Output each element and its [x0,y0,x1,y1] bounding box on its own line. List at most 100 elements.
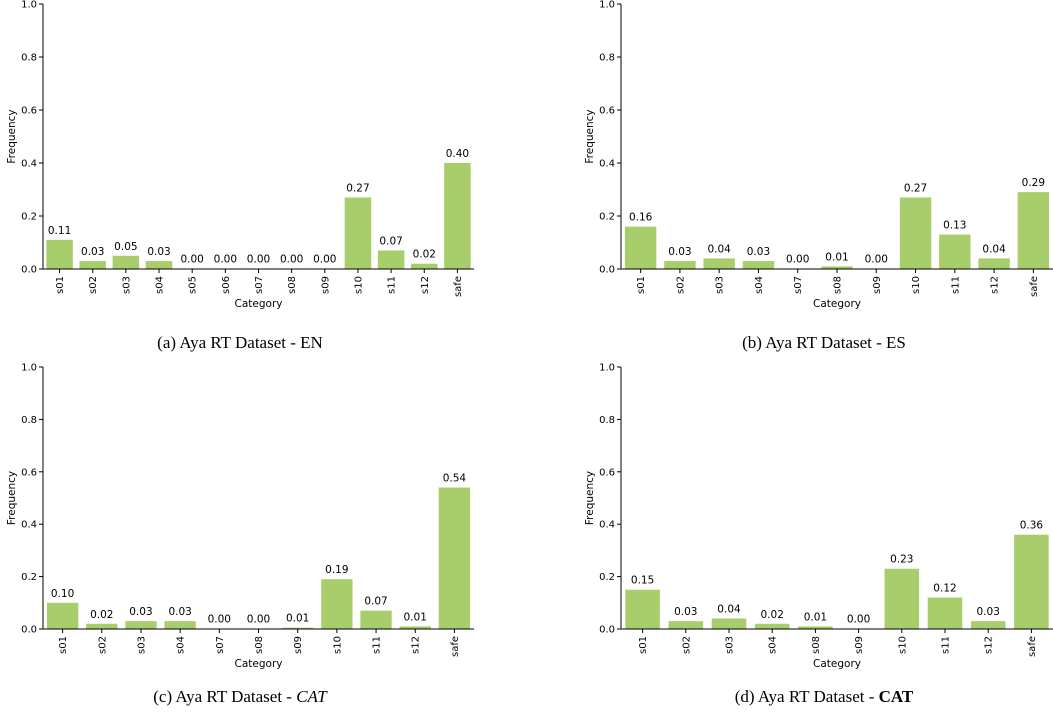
x-tick-label-s02: s02 [88,276,99,294]
x-tick-label-s01: s01 [638,636,649,654]
bar-s12 [978,258,1010,269]
bar-value-label-s11: 0.13 [943,220,966,232]
x-tick-label-s03: s03 [725,636,736,654]
x-tick-label-s08: s08 [833,276,844,294]
x-tick-label-s04: s04 [176,636,187,654]
bar-s10 [321,579,353,629]
bar-s04 [164,621,196,629]
bar-s10 [884,568,920,629]
bar-s03 [711,618,747,629]
x-tick-label-safe: safe [453,276,464,297]
panel-caption: (b) Aya RT Dataset - ES [742,333,906,352]
x-tick-label-s09: s09 [293,636,304,654]
y-tick-label: 0.2 [599,212,615,223]
panel-a: 0.11 s01 0.03 s02 0.05 s03 0.03 s04 0.00 s05 0.00 s… [6,0,474,352]
x-tick-label-s11: s11 [950,276,961,294]
bar-s03 [112,255,140,269]
y-axis-label: Frequency [6,471,18,525]
bar-value-label-s09: 0.01 [286,613,309,625]
x-tick-label-s01: s01 [55,276,66,294]
bar-value-label-s02: 0.02 [90,609,113,621]
bar-value-label-s11: 0.07 [364,596,387,608]
y-tick-label: 0.0 [599,265,615,276]
x-tick-label-s03: s03 [715,276,726,294]
y-tick-label: 0.6 [599,106,615,117]
bar-s09 [282,627,314,629]
panel-caption: (c) Aya RT Dataset - CAT [153,687,328,706]
bar-s11 [377,250,405,269]
y-tick-label: 0.4 [21,159,37,170]
x-tick-label-safe: safe [1029,276,1040,297]
x-tick-label-s12: s12 [420,276,431,294]
y-tick-label: 0.6 [21,106,37,117]
x-tick-label-s10: s10 [332,636,343,654]
x-tick-label-s09: s09 [872,276,883,294]
y-axis-label: Frequency [584,109,596,163]
bar-value-label-s07: 0.00 [786,253,809,265]
y-tick-label: 0.8 [599,415,615,426]
y-tick-label: 1.0 [21,363,37,374]
x-axis-label: Category [235,298,283,310]
x-tick-label-s05: s05 [188,276,199,294]
bar-value-label-s04: 0.03 [168,606,191,618]
x-tick-label-s02: s02 [97,636,108,654]
bar-value-label-s06: 0.00 [214,253,237,265]
y-tick-label: 0.2 [599,572,615,583]
y-tick-label: 0.8 [599,53,615,64]
bar-s11 [360,610,392,629]
x-tick-label-s03: s03 [121,276,132,294]
bar-value-label-s04: 0.03 [747,246,770,258]
bar-value-label-s02: 0.03 [668,246,691,258]
bar-value-label-s03: 0.05 [114,241,137,253]
bar-safe [1017,192,1050,269]
bar-value-label-s08: 0.00 [280,253,303,265]
panel-c: 0.10 s01 0.02 s02 0.03 s03 0.03 s04 0.00 s07 0.00 s… [6,363,474,706]
y-tick-label: 0.8 [21,415,37,426]
bar-s03 [125,621,157,629]
y-tick-label: 0.4 [21,520,37,531]
bar-value-label-s11: 0.12 [933,583,956,595]
panel-caption: (a) Aya RT Dataset - EN [157,333,323,352]
bar-s02 [79,261,106,269]
bar-s12 [970,621,1006,629]
bar-value-label-s02: 0.03 [81,246,104,258]
bar-value-label-safe: 0.29 [1022,177,1045,189]
bar-s12 [399,626,431,629]
bar-value-label-s05: 0.00 [180,253,203,265]
bar-s08 [798,626,833,629]
y-tick-label: 0.0 [599,625,615,636]
x-axis-label: Category [813,658,861,670]
x-tick-label-s06: s06 [221,276,232,294]
y-tick-label: 0.2 [21,212,37,223]
bar-s08 [821,266,853,269]
bar-safe [444,163,471,269]
bar-value-label-s01: 0.10 [51,588,74,600]
bar-value-label-s12: 0.04 [982,243,1006,255]
bar-value-label-s08: 0.00 [247,613,270,625]
bar-value-label-s08: 0.01 [825,251,848,263]
x-tick-label-safe: safe [1027,636,1038,657]
bar-value-label-s07: 0.00 [247,253,270,265]
bar-value-label-safe: 0.40 [446,148,469,160]
x-tick-label-s11: s11 [941,636,952,654]
bar-value-label-s02: 0.03 [674,606,697,618]
bar-s11 [927,597,963,629]
bar-s01 [46,239,73,269]
bar-s10 [344,197,372,269]
bar-value-label-s09: 0.00 [865,253,888,265]
y-tick-label: 0.0 [21,265,37,276]
y-axis-label: Frequency [6,109,18,163]
bar-value-label-s12: 0.02 [413,249,436,261]
x-tick-label-s09: s09 [854,636,865,654]
x-tick-label-s09: s09 [320,276,331,294]
y-tick-label: 0.2 [21,572,37,583]
bar-value-label-s03: 0.04 [707,243,731,255]
panel-d: 0.15 s01 0.03 s02 0.04 s03 0.02 s04 0.01 s08 0.00 s… [584,363,1053,706]
x-tick-label-s08: s08 [254,636,265,654]
bar-s01 [625,589,660,629]
bar-value-label-s04: 0.02 [761,609,784,621]
bar-value-label-s01: 0.15 [631,575,654,587]
bar-value-label-s01: 0.16 [629,212,653,224]
x-tick-label-s01: s01 [636,276,647,294]
